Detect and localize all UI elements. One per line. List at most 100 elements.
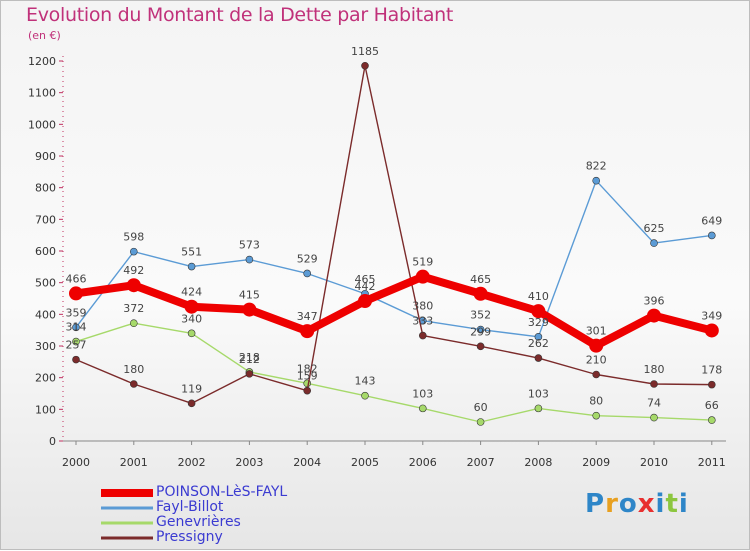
- data-point: [476, 325, 485, 334]
- data-point: [476, 418, 485, 426]
- data-point: [704, 323, 719, 338]
- logo-letter: i: [655, 489, 666, 519]
- data-label: 349: [701, 309, 722, 322]
- axes: 0 100 200 300 400 500 600 700 800 900 1000 1100 1200…: [28, 55, 726, 469]
- data-point: [592, 176, 601, 185]
- data-label: 380: [412, 300, 433, 313]
- data-label: 551: [181, 246, 202, 259]
- data-point: [650, 239, 658, 247]
- data-point: [476, 342, 485, 351]
- data-label: 410: [528, 290, 549, 303]
- data-label: 340: [181, 312, 202, 325]
- logo-letter: i: [678, 489, 689, 519]
- y-tick-label: 900: [35, 150, 56, 163]
- data-point: [415, 269, 430, 284]
- data-point: [418, 404, 427, 413]
- x-tick-label: 2011: [698, 456, 726, 469]
- data-point: [361, 391, 369, 400]
- y-tick-label: 500: [35, 277, 56, 290]
- data-label: 529: [297, 252, 318, 265]
- data-label: 80: [589, 395, 603, 408]
- data-point: [130, 247, 138, 256]
- data-point: [592, 370, 601, 379]
- data-label: 119: [181, 382, 202, 395]
- series-line: [75, 272, 713, 350]
- data-label: 159: [297, 370, 318, 383]
- data-label: 424: [181, 286, 202, 299]
- data-point: [245, 255, 254, 264]
- legend-swatch: [101, 506, 153, 509]
- logo-letter: o: [618, 489, 638, 519]
- data-label: 329: [528, 316, 549, 329]
- data-point: [303, 269, 312, 278]
- legend-label: POINSON-LèS-FAYL: [156, 484, 288, 500]
- data-point: [707, 416, 716, 424]
- y-tick-label: 1100: [28, 87, 56, 100]
- data-point: [707, 380, 716, 389]
- data-label: 372: [123, 302, 144, 315]
- data-point: [72, 355, 80, 364]
- data-label: 66: [705, 399, 719, 412]
- data-label: 352: [470, 309, 491, 322]
- data-point: [187, 329, 196, 338]
- data-point: [592, 411, 601, 420]
- x-tick-label: 2006: [409, 456, 437, 469]
- y-tick-label: 100: [35, 403, 56, 416]
- data-label: 465: [470, 273, 491, 286]
- data-point: [647, 308, 661, 323]
- x-tick-label: 2004: [293, 456, 321, 469]
- logo-letter: t: [665, 489, 679, 519]
- data-label: 314: [66, 321, 87, 334]
- data-point: [300, 324, 315, 339]
- logo-letter: P: [585, 489, 606, 519]
- data-label: 180: [123, 363, 144, 376]
- y-tick-label: 300: [35, 340, 56, 353]
- data-point: [361, 61, 369, 70]
- data-label: 103: [412, 387, 433, 400]
- chart-title: Evolution du Montant de la Dette par Hab…: [26, 4, 454, 26]
- data-point: [531, 304, 546, 319]
- legend-label: Genevrières: [156, 514, 241, 530]
- data-point: [72, 337, 80, 346]
- chart-subtitle: (en €): [28, 29, 61, 42]
- data-point: [126, 278, 141, 293]
- data-label: 625: [644, 222, 665, 235]
- data-point: [187, 262, 196, 271]
- x-tick-label: 2008: [524, 456, 552, 469]
- data-label: 74: [647, 397, 661, 410]
- legend-label: Pressigny: [156, 529, 223, 545]
- x-tick-label: 2009: [582, 456, 610, 469]
- data-label: 210: [586, 354, 607, 367]
- data-label: 396: [644, 295, 665, 308]
- legend-label: Fayl-Billot: [156, 499, 224, 515]
- legend-swatch: [101, 488, 153, 497]
- data-point: [245, 370, 254, 378]
- data-label: 598: [123, 231, 144, 244]
- data-point: [589, 338, 604, 353]
- data-label: 347: [297, 310, 318, 323]
- data-label: 465: [355, 273, 376, 286]
- data-label: 333: [412, 315, 433, 328]
- x-tick-label: 2000: [62, 456, 90, 469]
- data-point: [418, 331, 427, 340]
- legend-swatch: [101, 521, 153, 524]
- data-point: [534, 333, 543, 341]
- x-tick-label: 2005: [351, 456, 379, 469]
- data-label: 180: [644, 363, 665, 376]
- data-label: 60: [474, 401, 488, 414]
- data-point: [534, 404, 543, 413]
- x-tick-label: 2010: [640, 456, 668, 469]
- data-label: 299: [470, 325, 491, 338]
- data-label: 103: [528, 387, 549, 400]
- x-tick-label: 2007: [467, 456, 495, 469]
- x-tick-label: 2003: [235, 456, 263, 469]
- data-label: 301: [586, 325, 607, 338]
- y-tick-label: 600: [35, 245, 56, 258]
- series-lines: [69, 61, 719, 426]
- data-point: [650, 380, 658, 388]
- legend-swatch: [101, 536, 153, 539]
- data-label: 257: [66, 339, 87, 352]
- data-label: 822: [586, 160, 607, 173]
- data-label: 1185: [351, 45, 379, 58]
